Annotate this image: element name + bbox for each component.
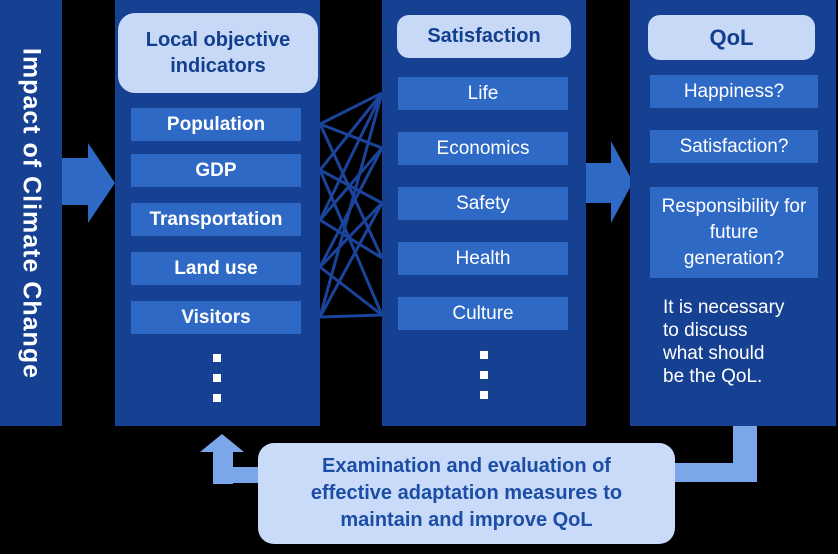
adaptation-measures-line: maintain and improve QoL bbox=[340, 509, 593, 531]
indicator-item-population: Population bbox=[131, 108, 301, 141]
ellipsis-dots-icon bbox=[213, 354, 221, 402]
qol-note-line: to discuss bbox=[663, 320, 748, 341]
qol-item-satisfaction: Satisfaction? bbox=[650, 130, 818, 163]
indicator-item-transportation: Transportation bbox=[131, 203, 301, 236]
dot-icon bbox=[213, 354, 221, 362]
adaptation-measures-line: Examination and evaluation of bbox=[322, 455, 611, 477]
flow-arrow-right-icon bbox=[62, 158, 89, 205]
panel-satisfaction: Satisfaction Life Economics Safety Healt… bbox=[382, 0, 586, 426]
satisfaction-item-life: Life bbox=[398, 77, 568, 110]
satisfaction-item-culture: Culture bbox=[398, 297, 568, 330]
indicator-item-gdp: GDP bbox=[131, 154, 301, 187]
flow-arrow-right-icon bbox=[586, 163, 611, 203]
qol-note-line: what should bbox=[663, 343, 765, 364]
panel-qol: QoL Happiness? Satisfaction? Responsibil… bbox=[630, 0, 836, 426]
ellipsis-dots-icon bbox=[480, 351, 488, 399]
dot-icon bbox=[213, 374, 221, 382]
panel-local-objective-indicators: Local objective indicators Population GD… bbox=[115, 0, 320, 426]
satisfaction-item-safety: Safety bbox=[398, 187, 568, 220]
qol-item-responsibility: Responsibility for future generation? bbox=[650, 187, 818, 278]
indicator-satisfaction-links bbox=[320, 91, 382, 319]
satisfaction-header: Satisfaction bbox=[397, 15, 571, 58]
adaptation-measures-box: Examination and evaluation of effective … bbox=[258, 443, 675, 544]
feedback-arrow-shaft bbox=[213, 452, 233, 484]
dot-icon bbox=[480, 371, 488, 379]
adaptation-measures-line: effective adaptation measures to bbox=[310, 482, 623, 504]
dot-icon bbox=[213, 394, 221, 402]
qol-note-line: It is necessary bbox=[663, 297, 785, 318]
impact-banner-label: Impact of Climate Change bbox=[17, 47, 46, 379]
indicator-item-land-use: Land use bbox=[131, 252, 301, 285]
indicator-item-visitors: Visitors bbox=[131, 301, 301, 334]
dot-icon bbox=[480, 391, 488, 399]
flow-arrow-right-head-icon bbox=[611, 141, 633, 223]
qol-note-line: be the QoL. bbox=[663, 366, 763, 387]
flow-arrow-right-head-icon bbox=[88, 143, 115, 223]
satisfaction-item-health: Health bbox=[398, 242, 568, 275]
qol-note: It is necessary to discuss what should b… bbox=[663, 296, 784, 388]
local-objective-indicators-header: Local objective indicators bbox=[118, 13, 318, 93]
qol-header: QoL bbox=[648, 15, 815, 60]
satisfaction-item-economics: Economics bbox=[398, 132, 568, 165]
impact-banner: Impact of Climate Change bbox=[0, 0, 62, 426]
dot-icon bbox=[480, 351, 488, 359]
qol-to-bottom-connector bbox=[675, 463, 757, 482]
feedback-arrow-up-head-icon bbox=[200, 434, 244, 452]
qol-item-happiness: Happiness? bbox=[650, 75, 818, 108]
